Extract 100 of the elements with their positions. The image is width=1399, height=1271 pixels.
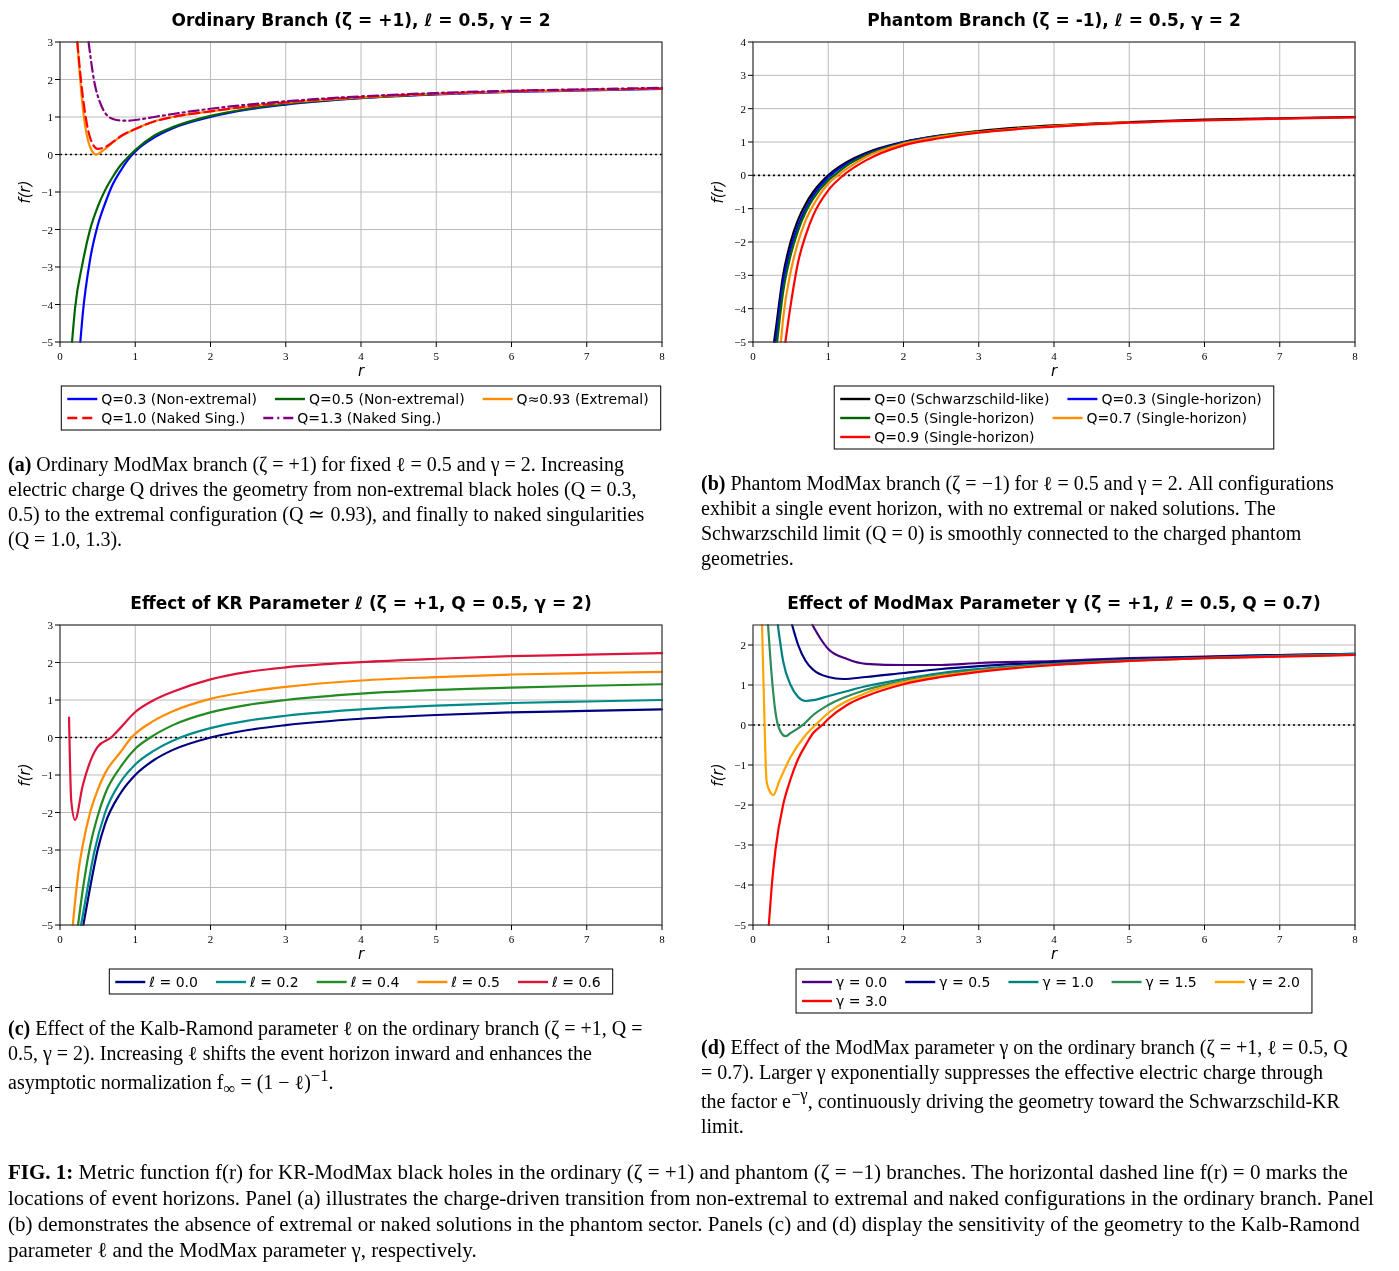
y-tick-label: −2	[41, 806, 53, 819]
y-tick-label: −3	[41, 261, 54, 273]
y-tick-label: 3	[47, 619, 54, 631]
legend-label: ℓ = 0.6	[551, 974, 601, 990]
x-tick-label: 8	[659, 350, 666, 362]
text: (b) Phantom ModMax branch (ζ = −1) for ℓ = 0.5 and γ = 2. All configurations exhibit a single event horizon, with no extremal or naked solutions. The Schwarzschild limit (Q = 0) is smoothly connected to the charged phantom geometries.	[701, 472, 1334, 569]
legend-label: Q=0.3 (Single-horizon)	[1101, 391, 1262, 407]
x-tick-label: 1	[825, 350, 831, 362]
legend-label: Q≈0.93 (Extremal)	[516, 391, 649, 407]
x-tick-label: 3	[283, 350, 289, 362]
y-tick-label: −1	[734, 759, 746, 771]
x-tick-label: 1	[132, 933, 138, 945]
y-tick-label: 2	[47, 73, 53, 86]
y-tick-label: −1	[41, 769, 53, 781]
text: (c) Effect of the Kalb-Ramond parameter ℓ on the ordinary branch (ζ = +1, Q = 0.5, γ = 2). Increasing ℓ shifts the event horizon inward and enhances the asymptotic normalization f$_{∞}$ = (1 − ℓ)$^{−1}$.	[8, 1017, 643, 1098]
legend-label: Q=0.5 (Single-horizon)	[874, 410, 1035, 426]
y-axis-title: f(r)	[16, 180, 34, 204]
y-tick-label: −2	[41, 223, 53, 236]
x-axis-title: r	[1050, 945, 1058, 963]
y-tick-label: 0	[47, 148, 54, 161]
y-tick-label: −5	[734, 919, 747, 931]
line-series	[767, 653, 1357, 927]
y-tick-label: −1	[41, 186, 53, 198]
x-tick-label: 2	[900, 933, 907, 945]
x-axis-title: r	[1050, 362, 1058, 380]
legend-label: Q=1.3 (Naked Sing.)	[297, 410, 442, 426]
y-axis-title: f(r)	[709, 763, 727, 787]
x-tick-label: 0	[57, 933, 64, 945]
legend-label: Q=1.0 (Naked Sing.)	[101, 410, 246, 426]
x-tick-label: 6	[508, 933, 515, 945]
y-tick-label: −5	[41, 336, 54, 348]
x-tick-label: 7	[584, 933, 590, 945]
legend-label: Q=0.9 (Single-horizon)	[874, 429, 1035, 445]
x-tick-label: 0	[57, 350, 64, 362]
y-tick-label: 3	[47, 36, 54, 48]
x-tick-label: 4	[1051, 933, 1058, 945]
x-tick-label: 4	[358, 933, 365, 945]
x-tick-label: 4	[358, 350, 365, 362]
x-tick-label: 3	[976, 933, 982, 945]
y-tick-label: 0	[740, 719, 747, 731]
legend-label: γ = 2.0	[1248, 974, 1300, 990]
x-tick-label: 0	[750, 933, 757, 945]
legend-label: Q=0.7 (Single-horizon)	[1086, 410, 1247, 426]
x-tick-label: 6	[1201, 350, 1208, 362]
x-tick-label: 6	[508, 350, 515, 362]
x-tick-label: 7	[1277, 933, 1283, 945]
y-tick-label: 2	[47, 656, 53, 669]
y-tick-label: 1	[740, 679, 746, 691]
y-tick-label: 1	[740, 136, 746, 148]
y-tick-label: −4	[734, 302, 747, 315]
y-tick-label: 1	[47, 694, 53, 706]
y-tick-label: 3	[740, 69, 747, 82]
legend-label: ℓ = 0.0	[148, 974, 198, 990]
legend-label: γ = 0.0	[836, 974, 888, 990]
x-tick-label: 8	[1352, 933, 1359, 945]
y-tick-label: −5	[734, 336, 747, 348]
y-tick-label: −5	[41, 919, 54, 931]
x-tick-label: 8	[659, 933, 666, 945]
y-tick-label: −3	[734, 269, 747, 282]
caption: FIG. 1: Metric function f(r) for KR-ModMax black holes in the ordinary (ζ = +1) and phantom (ζ = −1) branches. The horizontal dashed line f(r) = 0 marks the locations of event horizons. Panel (a) illustrates the charge-driven transition from non-extremal to extremal and naked configurations in the ordinary branch. Panel (b) demonstrates the absence of extremal or naked solutions in the phantom sector. Panels (c) and (d) display the sensitivity of the geometry to the Kalb-Ramond parameter ℓ and the ModMax parameter γ, respectively.	[8, 1159, 1374, 1263]
y-tick-label: −4	[41, 881, 54, 894]
x-tick-label: 6	[1201, 933, 1208, 945]
x-tick-label: 2	[207, 933, 214, 945]
y-tick-label: −3	[734, 839, 747, 851]
x-tick-label: 4	[1051, 350, 1058, 362]
x-tick-label: 5	[1126, 933, 1133, 945]
legend-label: Q=0.5 (Non-extremal)	[308, 391, 465, 407]
y-tick-label: −2	[734, 236, 746, 248]
x-tick-label: 1	[825, 933, 831, 945]
y-tick-label: 0	[47, 731, 54, 744]
y-tick-label: 2	[740, 639, 746, 651]
x-axis-title: r	[357, 362, 365, 380]
y-tick-label: 2	[740, 102, 746, 115]
x-tick-label: 5	[433, 933, 440, 945]
x-tick-label: 3	[976, 350, 982, 362]
chart-title: Ordinary Branch (ζ = +1), ℓ = 0.5, γ = 2	[171, 10, 551, 30]
x-tick-label: 5	[433, 350, 440, 362]
legend-label: γ = 0.5	[939, 974, 991, 990]
legend-label: ℓ = 0.4	[349, 974, 400, 990]
y-tick-label: −2	[734, 799, 746, 811]
x-tick-label: 3	[283, 933, 289, 945]
x-axis-title: r	[357, 945, 365, 963]
x-tick-label: 5	[1126, 350, 1133, 362]
y-tick-label: −4	[734, 879, 747, 891]
legend-label: ℓ = 0.5	[450, 974, 501, 990]
x-tick-label: 2	[207, 350, 214, 362]
y-tick-label: 4	[740, 36, 747, 48]
x-tick-label: 0	[750, 350, 757, 362]
y-axis-title: f(r)	[709, 180, 727, 204]
legend-label: γ = 3.0	[836, 993, 888, 1009]
legend-label: Q=0 (Schwarzschild-like)	[874, 391, 1050, 407]
y-tick-label: −1	[734, 202, 746, 215]
y-axis-title: f(r)	[16, 763, 34, 787]
chart-title: Effect of KR Parameter ℓ (ζ = +1, Q = 0.5, γ = 2)	[130, 593, 592, 613]
legend-label: γ = 1.5	[1145, 974, 1197, 990]
y-tick-label: 0	[740, 169, 747, 182]
legend-label: ℓ = 0.2	[248, 974, 299, 990]
line-series	[779, 121, 1131, 344]
chart-title: Effect of ModMax Parameter γ (ζ = +1, ℓ = 0.5, Q = 0.7)	[787, 593, 1321, 613]
x-tick-label: 2	[900, 350, 907, 362]
